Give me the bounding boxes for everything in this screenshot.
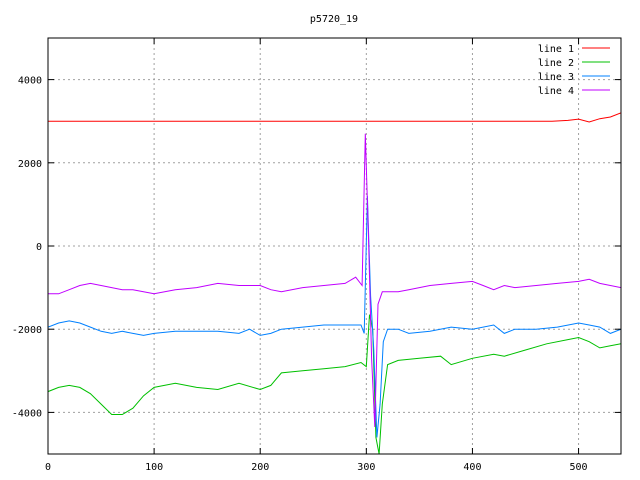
series-group: [48, 112, 621, 454]
y-tick-label: 4000: [18, 76, 42, 87]
y-tick-label: 0: [36, 242, 42, 253]
series-line-3: [48, 196, 621, 438]
x-tick-label: 500: [570, 462, 588, 473]
chart-title: p5720_19: [310, 14, 358, 25]
legend-label: line 4: [538, 86, 574, 97]
x-tick-label: 300: [357, 462, 375, 473]
series-line-1: [48, 112, 621, 123]
y-tick-label: -4000: [12, 408, 42, 419]
x-tick-label: 0: [45, 462, 51, 473]
y-tick-label: -2000: [12, 325, 42, 336]
x-tick-label: 100: [145, 462, 163, 473]
grid: [47, 38, 621, 454]
legend-label: line 2: [538, 58, 574, 69]
axis-ticks: -4000 -2000 0 2000 4000 0 100 200 300 400 500: [12, 38, 621, 473]
legend: line 1 line 2 line 3 line 4: [538, 44, 610, 97]
x-tick-label: 200: [251, 462, 269, 473]
legend-label: line 3: [538, 72, 574, 83]
y-tick-label: 2000: [18, 159, 42, 170]
legend-label: line 1: [538, 44, 574, 55]
x-tick-label: 400: [463, 462, 481, 473]
series-line-2: [48, 314, 621, 454]
series-line-4: [48, 133, 621, 428]
